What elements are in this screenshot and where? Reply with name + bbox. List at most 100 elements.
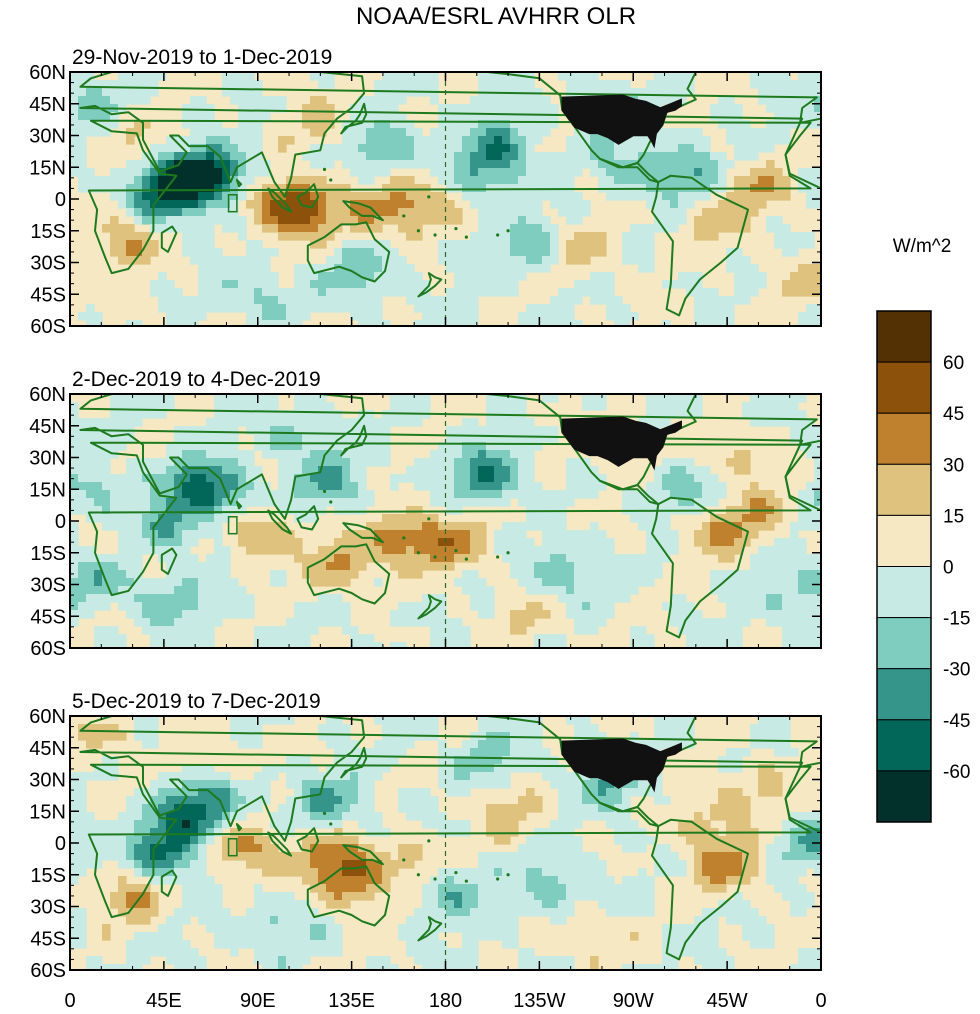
anomaly-cell: [430, 634, 439, 643]
anomaly-cell: [622, 248, 631, 257]
anomaly-cell: [270, 530, 279, 539]
anomaly-cell: [254, 192, 263, 201]
anomaly-cell: [590, 490, 599, 499]
anomaly-cell: [598, 602, 607, 611]
anomaly-cell: [446, 772, 455, 781]
anomaly-cell: [414, 618, 423, 627]
anomaly-cell: [374, 772, 383, 781]
anomaly-cell: [142, 176, 151, 185]
anomaly-cell: [110, 192, 119, 201]
anomaly-cell: [198, 160, 207, 169]
anomaly-cell: [814, 458, 821, 467]
anomaly-cell: [222, 280, 231, 289]
anomaly-cell: [102, 562, 111, 571]
anomaly-cell: [662, 216, 671, 225]
anomaly-cell: [302, 442, 311, 451]
anomaly-cell: [414, 538, 423, 547]
anomaly-cell: [206, 618, 215, 627]
anomaly-cell: [526, 216, 535, 225]
anomaly-cell: [134, 208, 143, 217]
anomaly-cell: [318, 96, 327, 105]
anomaly-cell: [550, 256, 559, 265]
anomaly-cell: [350, 490, 359, 499]
anomaly-cell: [462, 104, 471, 113]
anomaly-cell: [478, 152, 487, 161]
anomaly-cell: [334, 498, 343, 507]
anomaly-cell: [126, 168, 135, 177]
anomaly-cell: [478, 474, 487, 483]
anomaly-cell: [558, 192, 567, 201]
anomaly-cell: [534, 586, 543, 595]
anomaly-cell: [86, 168, 95, 177]
anomaly-cell: [94, 80, 103, 89]
anomaly-cell: [230, 796, 239, 805]
anomaly-cell: [278, 320, 287, 326]
anomaly-cell: [414, 394, 423, 403]
anomaly-cell: [798, 634, 807, 643]
anomaly-cell: [486, 288, 495, 297]
anomaly-cell: [150, 176, 159, 185]
anomaly-cell: [798, 88, 807, 97]
anomaly-cell: [390, 280, 399, 289]
anomaly-cell: [438, 554, 447, 563]
anomaly-cell: [582, 804, 591, 813]
anomaly-cell: [518, 112, 527, 121]
anomaly-cell: [302, 796, 311, 805]
anomaly-cell: [390, 208, 399, 217]
anomaly-cell: [70, 458, 79, 467]
anomaly-cell: [262, 280, 271, 289]
anomaly-cell: [182, 136, 191, 145]
anomaly-cell: [558, 812, 567, 821]
anomaly-cell: [462, 450, 471, 459]
anomaly-cell: [270, 248, 279, 257]
anomaly-cell: [86, 506, 95, 515]
anomaly-cell: [398, 796, 407, 805]
anomaly-cell: [382, 418, 391, 427]
anomaly-cell: [342, 772, 351, 781]
borneo-outline: [296, 183, 320, 209]
anomaly-cell: [694, 610, 703, 619]
anomaly-cell: [590, 610, 599, 619]
anomaly-cell: [254, 216, 263, 225]
anomaly-cell: [310, 570, 319, 579]
anomaly-cell: [662, 498, 671, 507]
anomaly-cell: [222, 570, 231, 579]
anomaly-cell: [654, 498, 663, 507]
anomaly-cell: [534, 136, 543, 145]
anomaly-cell: [342, 788, 351, 797]
anomaly-cell: [550, 578, 559, 587]
anomaly-cell: [758, 192, 767, 201]
anomaly-cell: [382, 272, 391, 281]
anomaly-cell: [590, 296, 599, 305]
anomaly-cell: [126, 248, 135, 257]
anomaly-cell: [70, 546, 79, 555]
anomaly-cell: [230, 224, 239, 233]
anomaly-cell: [342, 570, 351, 579]
anomaly-cell: [438, 626, 447, 635]
anomaly-cell: [166, 136, 175, 145]
anomaly-cell: [246, 168, 255, 177]
anomaly-cell: [590, 546, 599, 555]
anomaly-cell: [502, 160, 511, 169]
anomaly-cell: [310, 490, 319, 499]
anomaly-cell: [254, 88, 263, 97]
anomaly-cell: [198, 280, 207, 289]
anomaly-cell: [118, 554, 127, 563]
anomaly-cell: [438, 546, 447, 555]
anomaly-cell: [550, 120, 559, 129]
anomaly-cell: [630, 88, 639, 97]
anomaly-cell: [110, 764, 119, 773]
anomaly-cell: [574, 732, 583, 741]
anomaly-cell: [734, 208, 743, 217]
anomaly-cell: [806, 72, 815, 81]
anomaly-cell: [662, 538, 671, 547]
anomaly-cell: [350, 482, 359, 491]
anomaly-cell: [278, 570, 287, 579]
anomaly-cell: [254, 442, 263, 451]
anomaly-cell: [70, 72, 79, 81]
anomaly-cell: [814, 498, 821, 507]
anomaly-cell: [398, 96, 407, 105]
anomaly-cell: [646, 562, 655, 571]
anomaly-cell: [726, 192, 735, 201]
anomaly-cell: [470, 772, 479, 781]
